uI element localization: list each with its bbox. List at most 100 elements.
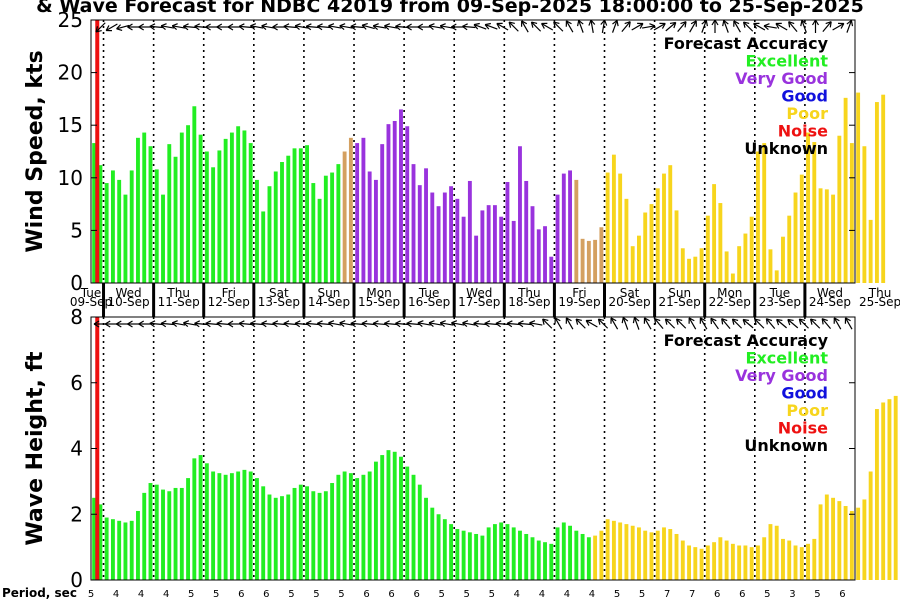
wave-bar (893, 395, 898, 580)
wave-legend-title: Forecast Accuracy (664, 331, 829, 350)
wind-arrow-shaft (161, 25, 175, 29)
wave-direction-arrow (183, 320, 197, 328)
wave-arrow-shaft (149, 322, 163, 326)
wave-arrow-shaft (554, 317, 563, 330)
wave-bar (449, 524, 454, 580)
period-value: 5 (639, 589, 645, 600)
wind-arrow-shaft (95, 22, 106, 33)
wave-arrow-shaft (440, 322, 454, 326)
wind-direction-arrow (283, 23, 297, 31)
wave-arrow-head (495, 320, 502, 328)
day-of-week-label: Sat (269, 286, 289, 300)
wave-bar (630, 525, 635, 580)
wind-bar (242, 130, 247, 283)
wave-bar (305, 486, 309, 580)
wind-arrow-head (350, 23, 357, 31)
wave-bar (92, 497, 97, 580)
wind-bar (530, 206, 535, 283)
wind-legend-entry: Good (781, 87, 828, 106)
wave-bar (687, 545, 691, 580)
wave-bar (298, 484, 303, 580)
wave-bar (198, 455, 203, 580)
wave-arrow-shaft (643, 317, 652, 330)
wave-arrow-head (462, 320, 469, 328)
wind-direction-arrow (339, 23, 353, 31)
wind-arrow-shaft (484, 24, 498, 30)
wave-bar (317, 492, 322, 580)
wave-direction-arrow (809, 318, 821, 329)
wind-arrow-shaft (531, 21, 542, 32)
wind-arrow-head (690, 20, 697, 27)
wind-direction-arrow (496, 22, 509, 31)
wind-direction-arrow (763, 23, 777, 31)
wave-arrow-head (787, 318, 794, 326)
wave-direction-arrow (238, 320, 253, 328)
day-of-week-label: Fri (572, 286, 586, 300)
wind-arrow-head (171, 23, 178, 31)
wave-bar (430, 507, 435, 580)
wind-direction-arrow (361, 23, 375, 30)
wave-arrow-shaft (339, 322, 353, 326)
day-date-label: 20-Sep (608, 295, 650, 309)
wave-arrow-shaft (261, 322, 275, 326)
wave-bar (674, 533, 679, 580)
wind-arrow-shaft (194, 25, 208, 29)
wave-direction-arrow (699, 317, 708, 330)
wind-bar (342, 151, 347, 283)
wave-direction-arrow (554, 317, 563, 330)
wave-arrow-head (621, 316, 629, 324)
wind-bar (261, 211, 266, 283)
period-value: 5 (614, 589, 620, 600)
wind-bar (843, 97, 848, 283)
wave-bar (342, 471, 347, 580)
wave-arrow-shaft (622, 317, 629, 330)
wave-arrow-head (171, 320, 178, 328)
wind-bar (255, 179, 259, 283)
wave-arrow-shaft (798, 318, 809, 329)
wind-direction-arrow (417, 23, 431, 31)
wind-arrow-shaft (473, 24, 487, 30)
wave-arrow-head (809, 318, 817, 325)
wave-direction-arrow (104, 320, 119, 328)
wind-direction-arrow (753, 22, 766, 31)
wave-arrow-shaft (160, 322, 175, 326)
period-value: 4 (539, 589, 545, 600)
wind-direction-arrow (462, 23, 476, 31)
wind-direction-arrow (822, 21, 832, 32)
wave-bar (267, 494, 272, 580)
wave-bar (755, 545, 760, 580)
wind-arrow-shaft (701, 20, 707, 33)
wind-direction-arrow (701, 19, 708, 33)
wave-arrow-shaft (451, 322, 465, 326)
wave-arrow-head (339, 320, 346, 328)
wind-bar (806, 132, 810, 283)
wave-arrow-shaft (306, 322, 320, 326)
wind-arrow-shaft (775, 22, 788, 31)
wind-bar (236, 126, 241, 283)
wave-arrow-shaft (283, 322, 297, 326)
wind-bar (198, 134, 203, 283)
wind-arrow-head (160, 23, 167, 31)
wind-bar (467, 180, 472, 283)
wave-direction-arrow (597, 318, 609, 329)
wind-arrow-head (733, 20, 740, 27)
wind-bar (161, 194, 165, 283)
wave-bar (411, 474, 416, 580)
wind-bar (655, 188, 660, 283)
period-value: 5 (489, 589, 495, 600)
wave-arrow-shaft (272, 322, 286, 326)
wave-bar (192, 458, 197, 580)
wave-direction-arrow (328, 320, 342, 328)
wave-bar (217, 473, 222, 580)
wave-bar (211, 471, 216, 580)
wind-arrow-shaft (250, 25, 264, 29)
wave-bar (223, 474, 228, 580)
wind-bar (405, 126, 410, 283)
wind-bar (474, 235, 479, 283)
wind-bar (586, 240, 591, 283)
wind-direction-arrow (611, 19, 619, 33)
wind-arrow-shaft (763, 25, 777, 29)
wind-arrow-shaft (328, 25, 342, 29)
wind-arrow-head (216, 23, 223, 31)
wind-direction-arrow (722, 19, 729, 33)
